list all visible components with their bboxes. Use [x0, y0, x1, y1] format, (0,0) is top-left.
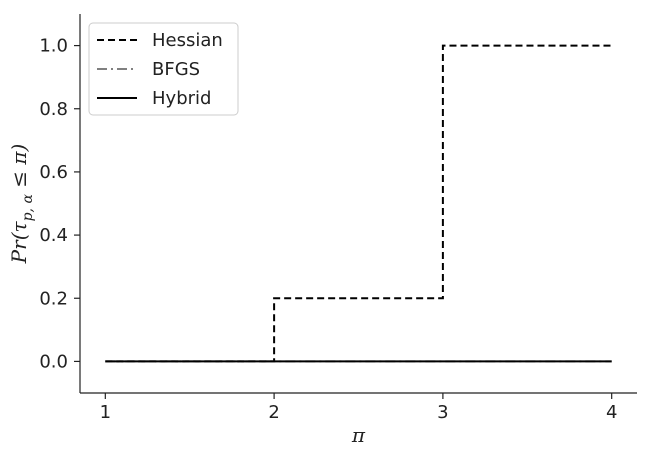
x-tick-label: 1: [100, 402, 111, 423]
y-axis-label-tail: ≤ π): [7, 144, 31, 194]
legend-label-hessian: Hessian: [152, 30, 223, 51]
y-axis-label-subscript: p, α: [20, 194, 36, 222]
legend-label-bfgs: BFGS: [152, 59, 200, 80]
axes: [79, 14, 637, 394]
y-ticks: 0.0 0.2 0.4 0.6 0.8 1.0: [39, 36, 80, 372]
y-axis-label: Pr(τp, α ≤ π): [7, 144, 36, 265]
x-ticks: 1 2 3 4: [100, 393, 617, 423]
x-tick-label: 4: [606, 402, 617, 423]
y-tick-label: 0.8: [39, 99, 68, 120]
legend-box: [88, 22, 239, 116]
y-tick-label: 0.2: [39, 288, 68, 309]
y-axis-label-base: Pr(τ: [7, 221, 31, 265]
y-tick-label: 1.0: [39, 36, 68, 57]
y-tick-label: 0.4: [39, 225, 68, 246]
x-axis-label: π: [351, 423, 366, 447]
plot-area: [105, 44, 612, 363]
x-tick-label: 3: [437, 402, 448, 423]
y-tick-label: 0.6: [39, 162, 68, 183]
y-tick-label: 0.0: [39, 351, 68, 372]
legend: Hessian BFGS Hybrid: [88, 22, 239, 116]
x-tick-label: 2: [268, 402, 279, 423]
legend-label-hybrid: Hybrid: [152, 88, 211, 109]
